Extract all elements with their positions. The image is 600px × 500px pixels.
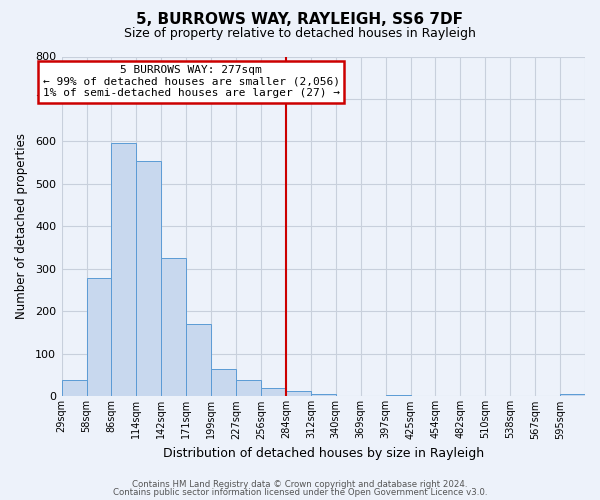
Bar xyxy=(311,394,336,396)
Bar xyxy=(386,395,410,396)
X-axis label: Distribution of detached houses by size in Rayleigh: Distribution of detached houses by size … xyxy=(163,447,484,460)
Bar xyxy=(286,391,311,396)
Bar xyxy=(186,324,211,396)
Text: Contains HM Land Registry data © Crown copyright and database right 2024.: Contains HM Land Registry data © Crown c… xyxy=(132,480,468,489)
Bar xyxy=(86,278,112,396)
Bar xyxy=(236,380,261,396)
Bar xyxy=(136,162,161,396)
Bar xyxy=(62,380,86,396)
Bar xyxy=(211,369,236,396)
Bar xyxy=(261,388,286,396)
Text: Size of property relative to detached houses in Rayleigh: Size of property relative to detached ho… xyxy=(124,28,476,40)
Text: 5, BURROWS WAY, RAYLEIGH, SS6 7DF: 5, BURROWS WAY, RAYLEIGH, SS6 7DF xyxy=(137,12,464,28)
Bar xyxy=(112,142,136,396)
Bar xyxy=(161,258,186,396)
Text: Contains public sector information licensed under the Open Government Licence v3: Contains public sector information licen… xyxy=(113,488,487,497)
Text: 5 BURROWS WAY: 277sqm
← 99% of detached houses are smaller (2,056)
1% of semi-de: 5 BURROWS WAY: 277sqm ← 99% of detached … xyxy=(43,65,340,98)
Bar xyxy=(560,394,585,396)
Y-axis label: Number of detached properties: Number of detached properties xyxy=(15,134,28,320)
